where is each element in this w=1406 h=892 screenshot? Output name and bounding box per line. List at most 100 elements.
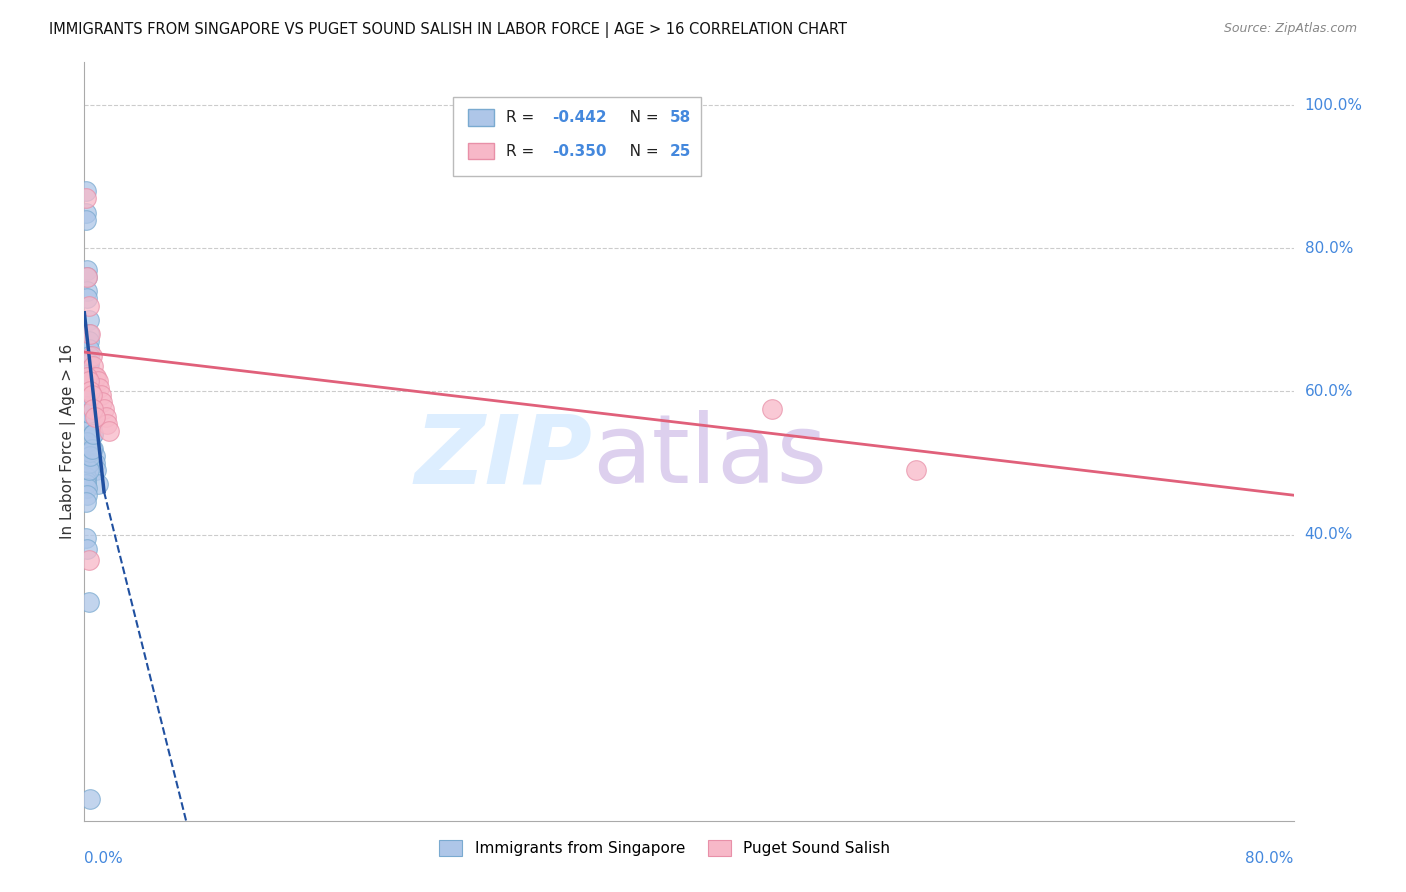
Point xyxy=(77,595,100,609)
Point xyxy=(97,424,120,438)
Point xyxy=(80,388,103,402)
FancyBboxPatch shape xyxy=(468,110,495,126)
Point xyxy=(76,285,98,299)
Point xyxy=(77,552,100,566)
Point xyxy=(76,399,98,413)
Point xyxy=(79,384,101,399)
Point xyxy=(75,205,97,219)
Point xyxy=(76,263,98,277)
Point xyxy=(94,409,117,424)
Point xyxy=(80,442,103,456)
Point xyxy=(77,356,100,370)
Point xyxy=(82,427,104,442)
Text: 40.0%: 40.0% xyxy=(1305,527,1353,542)
Point xyxy=(75,212,97,227)
Point xyxy=(77,327,100,342)
Point xyxy=(75,477,97,491)
Point xyxy=(76,270,98,285)
Text: Source: ZipAtlas.com: Source: ZipAtlas.com xyxy=(1223,22,1357,36)
Point xyxy=(77,313,100,327)
Point xyxy=(77,356,100,370)
Point xyxy=(77,406,100,420)
Point xyxy=(76,356,98,370)
Point xyxy=(904,463,927,477)
Point xyxy=(89,381,111,395)
Point xyxy=(75,184,97,198)
Point xyxy=(80,413,103,427)
Point xyxy=(87,477,110,491)
Point xyxy=(79,792,101,806)
Point xyxy=(77,463,100,477)
Point xyxy=(75,367,97,381)
Text: ZIP: ZIP xyxy=(415,410,592,503)
Text: N =: N = xyxy=(616,144,664,159)
Text: 25: 25 xyxy=(669,144,690,159)
Text: -0.442: -0.442 xyxy=(553,111,607,125)
Point xyxy=(80,420,103,434)
Point xyxy=(75,531,97,545)
Point xyxy=(84,449,107,463)
Point xyxy=(76,434,98,449)
Point xyxy=(77,299,100,313)
Point xyxy=(75,474,97,488)
Text: 80.0%: 80.0% xyxy=(1305,241,1353,256)
Point xyxy=(77,456,100,470)
Point xyxy=(75,495,97,509)
Text: 0.0%: 0.0% xyxy=(84,851,124,866)
Point xyxy=(77,342,100,356)
Text: 80.0%: 80.0% xyxy=(1246,851,1294,866)
Point xyxy=(77,334,100,349)
Point xyxy=(77,374,100,388)
FancyBboxPatch shape xyxy=(453,96,702,177)
Point xyxy=(761,402,783,417)
Text: N =: N = xyxy=(616,111,664,125)
Point xyxy=(82,359,104,374)
Point xyxy=(77,367,100,381)
Point xyxy=(84,456,107,470)
Point xyxy=(75,191,97,205)
Point xyxy=(82,402,104,417)
Point xyxy=(96,417,118,431)
Point xyxy=(91,395,114,409)
Point xyxy=(75,359,97,374)
Point xyxy=(79,384,101,399)
Point xyxy=(79,377,101,392)
Point xyxy=(76,292,98,306)
Point xyxy=(79,327,101,342)
Point xyxy=(80,388,103,402)
Point xyxy=(84,370,107,384)
Point xyxy=(76,541,98,556)
Text: IMMIGRANTS FROM SINGAPORE VS PUGET SOUND SALISH IN LABOR FORCE | AGE > 16 CORREL: IMMIGRANTS FROM SINGAPORE VS PUGET SOUND… xyxy=(49,22,848,38)
Text: R =: R = xyxy=(506,111,540,125)
Point xyxy=(75,392,97,406)
Point xyxy=(76,270,98,285)
Point xyxy=(79,449,101,463)
Point xyxy=(80,349,103,363)
Point xyxy=(76,370,98,384)
Point xyxy=(84,409,107,424)
FancyBboxPatch shape xyxy=(468,143,495,160)
Text: 60.0%: 60.0% xyxy=(1305,384,1353,399)
Point xyxy=(79,392,101,406)
Point xyxy=(82,427,104,442)
Point xyxy=(76,481,98,495)
Point xyxy=(87,374,110,388)
Legend: Immigrants from Singapore, Puget Sound Salish: Immigrants from Singapore, Puget Sound S… xyxy=(433,834,896,863)
Point xyxy=(77,349,100,363)
Point xyxy=(82,442,104,456)
Text: R =: R = xyxy=(506,144,540,159)
Text: -0.350: -0.350 xyxy=(553,144,607,159)
Point xyxy=(79,381,101,395)
Point xyxy=(75,459,97,474)
Point xyxy=(86,370,108,384)
Text: atlas: atlas xyxy=(592,410,827,503)
Point xyxy=(77,363,100,377)
Point xyxy=(76,370,98,384)
Point xyxy=(80,406,103,420)
Point xyxy=(79,445,101,459)
Point xyxy=(76,488,98,502)
Text: 58: 58 xyxy=(669,111,690,125)
Y-axis label: In Labor Force | Age > 16: In Labor Force | Age > 16 xyxy=(60,344,76,539)
Point xyxy=(79,370,101,384)
Text: 100.0%: 100.0% xyxy=(1305,98,1362,113)
